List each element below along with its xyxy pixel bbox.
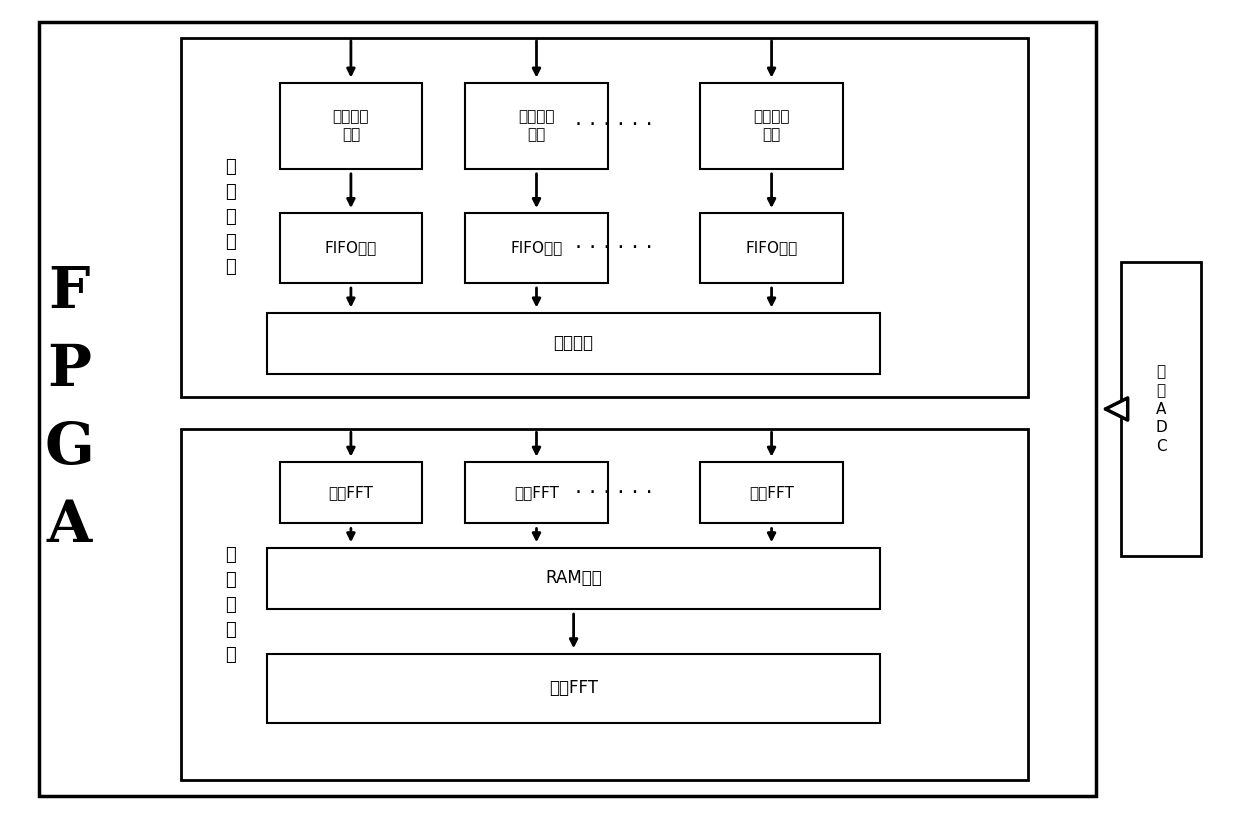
Text: · · · · · ·: · · · · · · [575,238,652,258]
Text: · · · · · ·: · · · · · · [575,483,652,503]
Text: 数字正交
插值: 数字正交 插值 [754,110,790,142]
Text: 数字正交
插值: 数字正交 插值 [332,110,370,142]
FancyBboxPatch shape [181,429,1028,780]
FancyBboxPatch shape [280,213,422,283]
FancyBboxPatch shape [701,83,843,169]
Text: 阵
列
A
D
C: 阵 列 A D C [1156,364,1167,454]
FancyBboxPatch shape [280,462,422,524]
FancyBboxPatch shape [181,38,1028,397]
FancyBboxPatch shape [701,213,843,283]
Text: 数字正交
插值: 数字正交 插值 [518,110,554,142]
FancyBboxPatch shape [701,462,843,524]
Text: 超
外
差
架
构: 超 外 差 架 构 [224,159,236,276]
Text: RAM存储: RAM存储 [546,569,601,587]
FancyBboxPatch shape [465,83,608,169]
FancyBboxPatch shape [38,22,1096,796]
FancyBboxPatch shape [1121,263,1202,555]
Text: 脉冲压缩: 脉冲压缩 [553,335,594,353]
Text: · · · · · ·: · · · · · · [575,115,652,135]
FancyBboxPatch shape [465,462,608,524]
FancyBboxPatch shape [268,654,880,723]
Text: 零
中
频
架
构: 零 中 频 架 构 [224,546,236,663]
Text: FIFO采样: FIFO采样 [325,240,377,255]
Text: 一维FFT: 一维FFT [749,485,794,500]
Text: FIFO采样: FIFO采样 [511,240,563,255]
Text: F
P
G
A: F P G A [45,264,94,554]
FancyBboxPatch shape [268,312,880,374]
Text: 一维FFT: 一维FFT [329,485,373,500]
FancyBboxPatch shape [268,547,880,609]
FancyBboxPatch shape [465,213,608,283]
Text: 二维FFT: 二维FFT [549,679,598,697]
Text: 一维FFT: 一维FFT [515,485,559,500]
Text: FIFO采样: FIFO采样 [745,240,797,255]
FancyBboxPatch shape [280,83,422,169]
